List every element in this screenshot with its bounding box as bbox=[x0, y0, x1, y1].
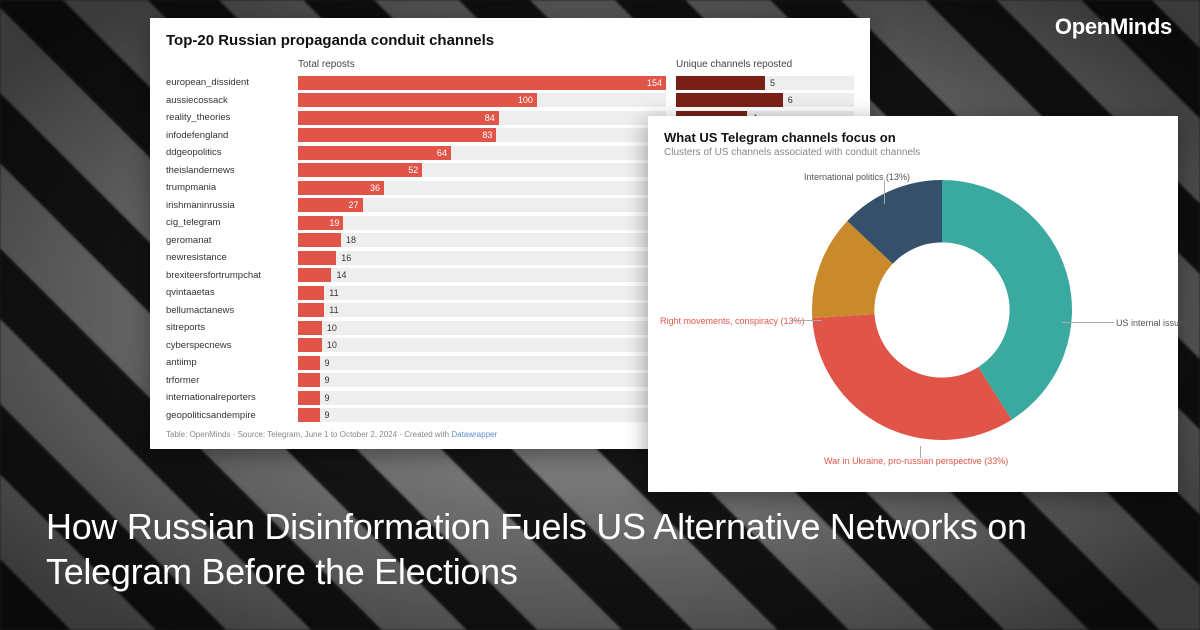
reposts-bar: 11 bbox=[327, 303, 342, 317]
channel-name: qvintaaetas bbox=[166, 287, 298, 298]
reposts-track: 10 bbox=[298, 321, 666, 335]
channel-name: geromanat bbox=[166, 235, 298, 246]
donut-subtitle: Clusters of US channels associated with … bbox=[664, 147, 1162, 158]
reposts-bar: 9 bbox=[323, 408, 334, 422]
reposts-track: 27 bbox=[298, 198, 666, 212]
unique-bar bbox=[676, 93, 783, 107]
reposts-track: 154 bbox=[298, 76, 666, 90]
reposts-bar: 27 bbox=[298, 198, 363, 212]
reposts-track: 18 bbox=[298, 233, 666, 247]
reposts-track: 9 bbox=[298, 373, 666, 387]
donut-slice bbox=[812, 314, 1011, 440]
channel-name: irishmaninrussia bbox=[166, 200, 298, 211]
reposts-bar: 100 bbox=[298, 93, 537, 107]
unique-track: 5 bbox=[676, 76, 854, 90]
donut-label: International politics (13%) bbox=[804, 172, 910, 182]
donut-chart-panel: What US Telegram channels focus on Clust… bbox=[648, 116, 1178, 492]
reposts-bar: 36 bbox=[298, 181, 384, 195]
reposts-bar: 14 bbox=[334, 268, 350, 282]
reposts-bar: 16 bbox=[339, 251, 355, 265]
reposts-track: 14 bbox=[298, 268, 666, 282]
donut-stage: US internal issuesWar in Ukraine, pro-ru… bbox=[664, 158, 1162, 468]
reposts-bar: 11 bbox=[327, 286, 342, 300]
reposts-track: 10 bbox=[298, 338, 666, 352]
reposts-bar: 84 bbox=[298, 111, 499, 125]
unique-value: 5 bbox=[768, 76, 775, 90]
reposts-track: 9 bbox=[298, 356, 666, 370]
brand-logo: OpenMinds bbox=[1055, 14, 1172, 40]
reposts-bar: 9 bbox=[323, 356, 334, 370]
channel-name: antiimp bbox=[166, 357, 298, 368]
channel-name: trumpmania bbox=[166, 182, 298, 193]
channel-name: sitreports bbox=[166, 322, 298, 333]
reposts-track: 36 bbox=[298, 181, 666, 195]
reposts-track: 84 bbox=[298, 111, 666, 125]
article-headline: How Russian Disinformation Fuels US Alte… bbox=[46, 504, 1080, 594]
donut-title: What US Telegram channels focus on bbox=[664, 130, 1162, 145]
reposts-track: 64 bbox=[298, 146, 666, 160]
channel-name: theislandernews bbox=[166, 165, 298, 176]
reposts-bar: 10 bbox=[325, 338, 341, 352]
reposts-track: 11 bbox=[298, 303, 666, 317]
channel-name: internationalreporters bbox=[166, 392, 298, 403]
channel-name: infodefengland bbox=[166, 130, 298, 141]
unique-value: 6 bbox=[786, 93, 793, 107]
channel-name: cyberspecnews bbox=[166, 340, 298, 351]
unique-track: 6 bbox=[676, 93, 854, 107]
col-unique-channels: Unique channels reposted bbox=[676, 59, 854, 70]
reposts-track: 52 bbox=[298, 163, 666, 177]
channel-name: aussiecossack bbox=[166, 95, 298, 106]
channel-name: cig_telegram bbox=[166, 217, 298, 228]
bar-chart-title: Top-20 Russian propaganda conduit channe… bbox=[166, 32, 854, 49]
table-row: aussiecossack100 6 bbox=[166, 92, 854, 110]
donut-svg bbox=[812, 180, 1072, 440]
channel-name: trformer bbox=[166, 375, 298, 386]
reposts-bar: 83 bbox=[298, 128, 496, 142]
reposts-bar: 19 bbox=[298, 216, 343, 230]
donut-label: US internal issues bbox=[1116, 318, 1189, 328]
reposts-track: 100 bbox=[298, 93, 666, 107]
donut-label: War in Ukraine, pro-russian perspective … bbox=[824, 456, 1008, 466]
channel-name: european_dissident bbox=[166, 77, 298, 88]
reposts-bar: 52 bbox=[298, 163, 422, 177]
reposts-bar: 64 bbox=[298, 146, 451, 160]
leader-line bbox=[1062, 322, 1114, 323]
reposts-bar: 9 bbox=[323, 373, 334, 387]
reposts-track: 9 bbox=[298, 408, 666, 422]
channel-name: brexiteersfortrumpchat bbox=[166, 270, 298, 281]
table-row: european_dissident154 5 bbox=[166, 74, 854, 92]
channel-name: geopoliticsandempire bbox=[166, 410, 298, 421]
reposts-bar: 154 bbox=[298, 76, 666, 90]
reposts-track: 11 bbox=[298, 286, 666, 300]
channel-name: ddgeopolitics bbox=[166, 147, 298, 158]
channel-name: newresistance bbox=[166, 252, 298, 263]
col-total-reposts: Total reposts bbox=[298, 59, 676, 70]
donut-label: Right movements, conspiracy (13%) bbox=[660, 316, 805, 326]
reposts-bar: 9 bbox=[323, 391, 334, 405]
bar-chart-headers: Total reposts Unique channels reposted bbox=[166, 59, 854, 70]
reposts-track: 19 bbox=[298, 216, 666, 230]
channel-name: reality_theories bbox=[166, 112, 298, 123]
leader-line bbox=[920, 446, 921, 458]
unique-bar bbox=[676, 76, 765, 90]
reposts-bar: 18 bbox=[344, 233, 360, 247]
channel-name: bellumactanews bbox=[166, 305, 298, 316]
leader-line bbox=[884, 180, 885, 204]
reposts-track: 9 bbox=[298, 391, 666, 405]
reposts-bar: 10 bbox=[325, 321, 341, 335]
datawrapper-link[interactable]: Datawrapper bbox=[451, 430, 497, 439]
reposts-track: 83 bbox=[298, 128, 666, 142]
leader-line bbox=[792, 320, 822, 321]
reposts-track: 16 bbox=[298, 251, 666, 265]
